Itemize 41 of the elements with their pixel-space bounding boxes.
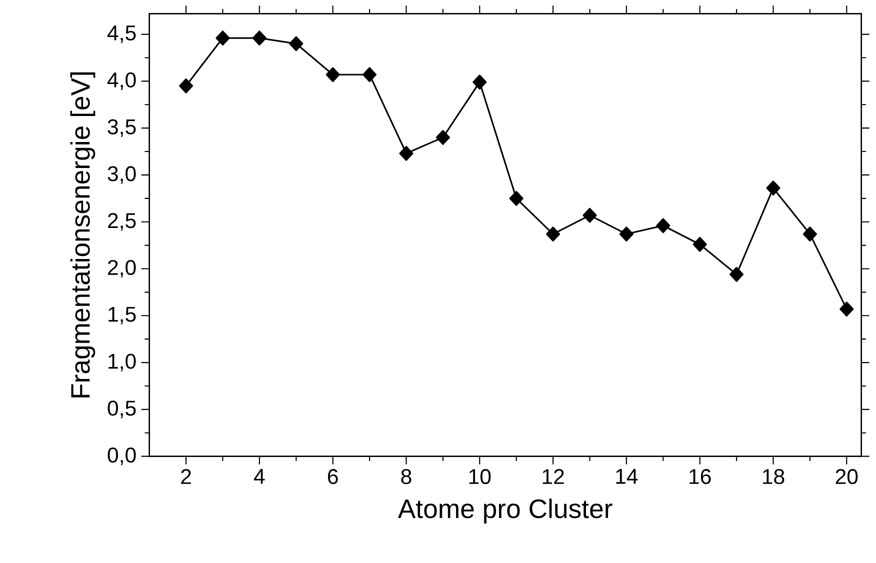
x-tick-label: 10 bbox=[469, 469, 491, 484]
x-tick-label: 6 bbox=[328, 469, 338, 484]
point bbox=[729, 266, 744, 282]
x-axis-title: Atome pro Cluster bbox=[398, 498, 612, 524]
point bbox=[802, 226, 817, 242]
y-tick-label: 4,5 bbox=[107, 26, 136, 43]
y-axis-title: Fragmentationsenergie [eV] bbox=[70, 72, 96, 398]
point bbox=[619, 226, 634, 242]
x-tick-label: 18 bbox=[763, 469, 784, 484]
x-tick-label: 12 bbox=[542, 469, 564, 484]
x-tick-label: 4 bbox=[254, 469, 265, 484]
point bbox=[546, 226, 560, 242]
y-tick-label: 0,0 bbox=[108, 448, 136, 466]
y-tick-label: 1,5 bbox=[108, 306, 136, 324]
y-tick-label: 2,0 bbox=[108, 260, 136, 278]
point bbox=[178, 78, 194, 94]
point bbox=[362, 67, 377, 82]
x-tick-label: 8 bbox=[401, 469, 412, 484]
point bbox=[472, 74, 487, 90]
y-tick-label: 3,5 bbox=[108, 119, 136, 137]
point bbox=[766, 180, 780, 196]
x-tick-label: 14 bbox=[616, 469, 638, 484]
point bbox=[840, 302, 854, 317]
x-tick-label: 2 bbox=[181, 469, 191, 484]
y-tick-label: 2,5 bbox=[108, 213, 136, 231]
point bbox=[436, 130, 450, 145]
point bbox=[399, 146, 414, 161]
point bbox=[216, 30, 230, 46]
y-tick-label: 3,0 bbox=[108, 166, 136, 184]
point bbox=[326, 67, 340, 82]
y-tick-label: 1,0 bbox=[108, 354, 136, 372]
x-tick-label: 20 bbox=[836, 469, 858, 484]
y-tick-label: 4,0 bbox=[107, 72, 136, 90]
point bbox=[289, 36, 304, 52]
point bbox=[692, 236, 707, 252]
point bbox=[509, 190, 524, 206]
x-tick-label: 16 bbox=[690, 469, 711, 484]
y-tick-label: 0,5 bbox=[108, 400, 136, 418]
point bbox=[656, 218, 670, 234]
point bbox=[582, 208, 597, 223]
point bbox=[252, 30, 266, 46]
